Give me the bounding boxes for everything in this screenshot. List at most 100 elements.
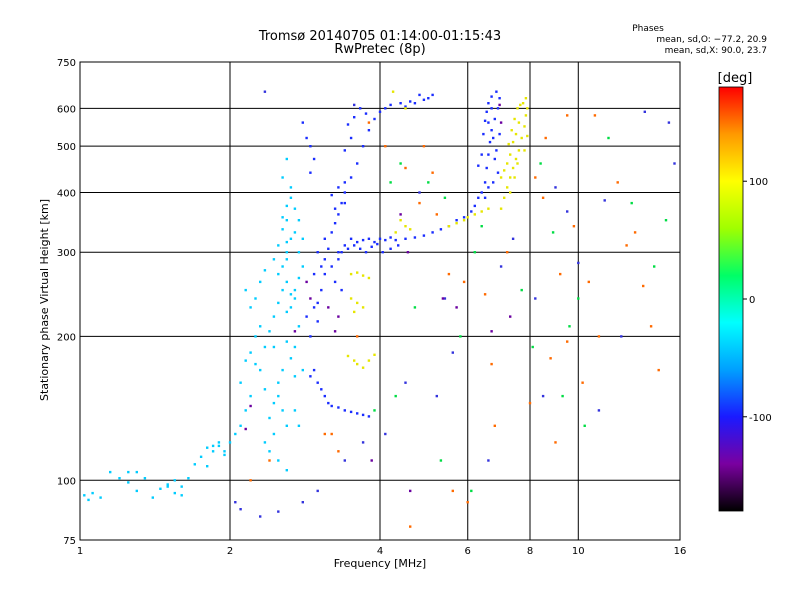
data-point — [327, 247, 330, 250]
y-tick-label: 500 — [57, 142, 76, 153]
data-point — [664, 219, 668, 222]
data-point — [364, 112, 368, 115]
colorbar-tick-label: -100 — [749, 413, 772, 424]
data-point — [349, 297, 353, 300]
data-point — [487, 153, 490, 156]
data-point — [593, 114, 597, 117]
data-point — [281, 288, 284, 292]
data-point — [272, 432, 276, 436]
data-point — [333, 207, 337, 210]
data-point — [413, 236, 417, 239]
data-point — [559, 272, 562, 276]
data-point — [534, 176, 537, 179]
data-point — [490, 330, 493, 333]
data-point — [293, 409, 297, 412]
data-point — [173, 479, 176, 482]
x-tick-label: 16 — [674, 546, 687, 557]
data-point — [367, 121, 371, 124]
data-point — [281, 176, 284, 179]
data-point — [384, 432, 387, 436]
data-point — [343, 201, 346, 205]
data-point — [285, 204, 288, 208]
data-point — [480, 210, 483, 213]
data-point — [159, 487, 162, 490]
data-point — [301, 121, 304, 124]
data-point — [462, 280, 466, 284]
data-point — [499, 265, 503, 268]
data-point — [361, 306, 365, 309]
x-axis-label: Frequency [MHz] — [334, 557, 426, 570]
data-point — [466, 216, 469, 219]
data-point — [263, 269, 267, 272]
data-point — [281, 216, 284, 219]
data-point — [337, 450, 340, 453]
data-point — [480, 191, 483, 194]
data-point — [316, 251, 319, 254]
data-point — [316, 320, 319, 323]
data-point — [394, 238, 397, 242]
data-point — [384, 238, 387, 242]
data-point — [327, 401, 330, 405]
data-point — [263, 441, 267, 444]
data-point — [316, 301, 319, 305]
data-point — [293, 288, 297, 292]
data-point — [356, 240, 359, 244]
data-point — [483, 119, 487, 122]
data-point — [506, 251, 509, 254]
data-point — [312, 306, 316, 309]
data-point — [293, 375, 297, 378]
data-point — [151, 496, 154, 499]
data-point — [343, 149, 346, 152]
data-point — [422, 98, 426, 101]
data-point — [483, 293, 487, 296]
data-point — [312, 157, 316, 161]
x-tick-label: 8 — [527, 546, 533, 557]
data-point — [249, 306, 252, 309]
data-point — [499, 207, 503, 210]
data-point — [346, 123, 350, 126]
data-point — [431, 93, 434, 97]
data-point — [259, 515, 262, 518]
data-point — [309, 297, 312, 300]
data-point — [470, 489, 473, 493]
data-point — [91, 491, 94, 495]
data-point — [343, 191, 346, 194]
data-point — [281, 265, 284, 268]
data-point — [506, 186, 509, 189]
data-point — [492, 136, 495, 140]
data-point — [289, 357, 293, 360]
data-point — [490, 362, 493, 366]
data-point — [566, 210, 569, 213]
data-point — [333, 280, 337, 284]
data-point — [356, 335, 359, 338]
data-point — [510, 129, 513, 132]
data-point — [239, 381, 242, 384]
data-point — [673, 162, 676, 165]
data-point — [642, 284, 645, 288]
data-point — [643, 110, 646, 113]
data-point — [526, 107, 529, 110]
data-point — [289, 196, 293, 199]
data-point — [199, 455, 203, 458]
data-point — [359, 247, 362, 250]
data-point — [487, 459, 490, 462]
data-point — [487, 186, 490, 189]
data-point — [422, 145, 426, 148]
y-tick-label: 400 — [57, 188, 76, 199]
data-point — [514, 132, 518, 136]
data-point — [499, 176, 503, 179]
data-point — [418, 93, 421, 97]
data-point — [498, 103, 501, 107]
data-point — [630, 201, 633, 205]
data-point — [493, 424, 496, 427]
data-point — [480, 153, 483, 156]
data-point — [485, 166, 488, 170]
data-point — [166, 485, 169, 488]
data-point — [249, 404, 252, 408]
data-point — [373, 409, 376, 412]
data-point — [409, 100, 412, 103]
data-point — [361, 441, 365, 444]
x-tick-label: 6 — [465, 546, 471, 557]
data-point — [431, 171, 434, 174]
data-point — [462, 219, 466, 222]
